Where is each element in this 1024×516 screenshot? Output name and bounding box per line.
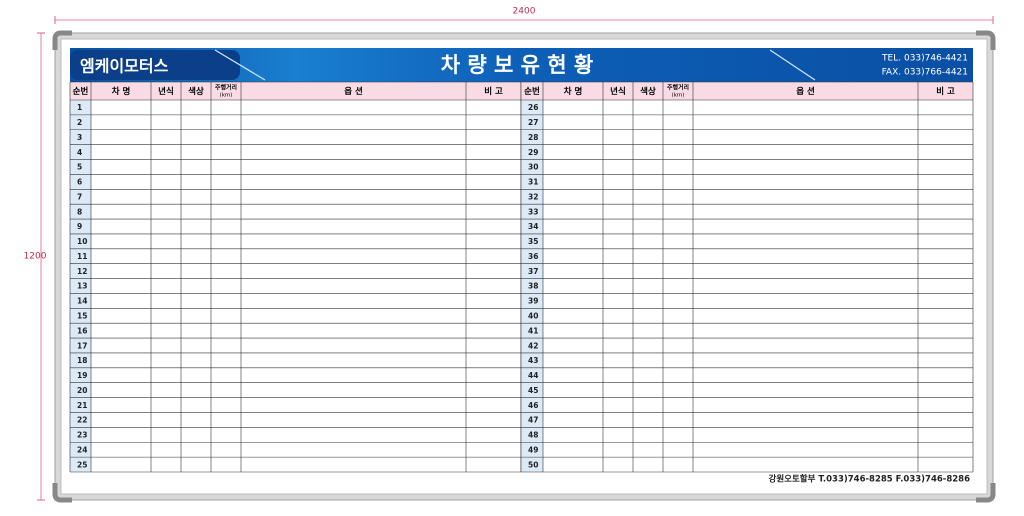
row-number: 2 <box>77 118 82 127</box>
row-number: 22 <box>77 416 87 425</box>
row-number: 41 <box>528 326 538 335</box>
corner <box>52 30 72 50</box>
title: 차 량 보 유 현 황 <box>441 53 593 77</box>
row-number: 18 <box>77 356 87 365</box>
header-cell: 주행거리 <box>667 84 689 92</box>
row-number: 46 <box>528 401 538 410</box>
footer: 강원오토할부 T.033)746-8285 F.033)746-8286 <box>769 474 971 485</box>
row-number: 5 <box>77 163 82 172</box>
row-number: 1 <box>77 103 82 112</box>
header-cell: 옵 션 <box>344 86 363 97</box>
row-number: 3 <box>77 133 82 142</box>
row-number: 30 <box>528 163 538 172</box>
row-number: 42 <box>528 341 538 350</box>
header-cell: 차 명 <box>564 86 583 97</box>
company-name: 엠케이모터스 <box>80 57 169 76</box>
row-number: 39 <box>528 297 538 306</box>
row-number: 6 <box>77 178 82 187</box>
row-number: 49 <box>528 445 538 454</box>
deco-line <box>214 49 266 81</box>
tel: TEL. 033)746-4421 <box>881 54 968 64</box>
row-number: 9 <box>77 222 82 231</box>
corner <box>52 483 72 503</box>
row-number: 4 <box>77 148 82 157</box>
row-number: 43 <box>528 356 538 365</box>
company-box <box>70 50 240 80</box>
row-number: 17 <box>77 341 87 350</box>
corner <box>976 483 996 503</box>
header-cell: 순번 <box>73 86 89 97</box>
row-number: 15 <box>77 312 87 321</box>
row-number: 34 <box>528 222 538 231</box>
header-row <box>70 82 521 100</box>
row-number: 27 <box>528 118 538 127</box>
row-number: 20 <box>77 386 87 395</box>
header-cell: 년식 <box>610 86 626 97</box>
row-number: 11 <box>77 252 87 261</box>
row-number: 28 <box>528 133 538 142</box>
header-cell: 차 명 <box>112 86 131 97</box>
header-cell: 비 고 <box>484 86 503 97</box>
row-number: 48 <box>528 431 538 440</box>
header-cell: 색상 <box>640 86 656 97</box>
row-number: 24 <box>77 445 87 454</box>
header-cell: 순번 <box>524 86 540 97</box>
row-number: 12 <box>77 267 87 276</box>
header-row <box>521 82 973 100</box>
width-label: 2400 <box>513 7 536 17</box>
row-number: 44 <box>528 371 538 380</box>
row-number: 21 <box>77 401 87 410</box>
row-number: 25 <box>77 460 87 469</box>
row-number: 23 <box>77 431 87 440</box>
row-number: 37 <box>528 267 538 276</box>
row-number: 32 <box>528 192 538 201</box>
row-number: 33 <box>528 207 538 216</box>
row-number: 45 <box>528 386 538 395</box>
row-number: 29 <box>528 148 538 157</box>
header-cell: 색상 <box>188 86 204 97</box>
row-number: 19 <box>77 371 87 380</box>
height-label: 1200 <box>24 252 47 262</box>
row-number: 36 <box>528 252 538 261</box>
header-cell: 비 고 <box>936 86 955 97</box>
fax: FAX. 033)766-4421 <box>882 68 968 78</box>
row-number: 7 <box>77 192 82 201</box>
row-number: 35 <box>528 237 538 246</box>
number-column <box>521 100 543 472</box>
header-cell: 년식 <box>158 86 174 97</box>
row-number: 47 <box>528 416 538 425</box>
deco-line <box>769 49 816 81</box>
row-number: 50 <box>528 460 538 469</box>
number-column <box>70 100 91 472</box>
header-cell: 주행거리 <box>215 84 237 92</box>
row-number: 38 <box>528 282 538 291</box>
row-number: 31 <box>528 178 538 187</box>
header-unit: (km) <box>672 93 685 99</box>
header-unit: (km) <box>220 93 233 99</box>
row-number: 8 <box>77 207 82 216</box>
row-number: 16 <box>77 326 87 335</box>
row-number: 13 <box>77 282 87 291</box>
row-number: 26 <box>528 103 538 112</box>
header-cell: 옵 션 <box>796 86 815 97</box>
row-number: 40 <box>528 312 538 321</box>
corner <box>976 30 996 50</box>
row-number: 14 <box>77 297 87 306</box>
row-number: 10 <box>77 237 87 246</box>
